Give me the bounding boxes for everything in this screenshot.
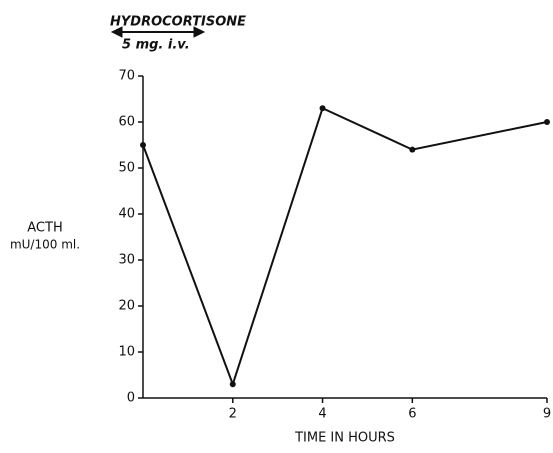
x-tick-label: 6 [408, 407, 416, 422]
y-tick-label: 0 [127, 391, 135, 406]
point [544, 119, 550, 125]
y-tick-label: 10 [118, 345, 135, 360]
point [409, 146, 416, 153]
annotation: HYDROCORTISONE [110, 15, 246, 30]
y-tick-label: 60 [118, 115, 135, 130]
y-tick-label: 30 [118, 253, 135, 268]
x-tick-label: 4 [318, 407, 326, 422]
x-tick-label: 9 [543, 407, 551, 422]
x-tick-label: 2 [229, 407, 237, 422]
point [229, 381, 236, 388]
arrow-head [110, 26, 206, 38]
y-axis-label: mU/100 ml. [10, 238, 80, 252]
point [319, 105, 326, 112]
y-tick-label: 40 [118, 207, 135, 222]
point [140, 142, 146, 148]
x-axis-label: TIME IN HOURS [294, 431, 395, 446]
y-tick-label: 70 [118, 69, 135, 84]
y-axis-label: ACTH [27, 221, 62, 236]
line [142, 106, 548, 388]
annotation: 5 mg. i.v. [122, 38, 190, 53]
y-tick-label: 20 [118, 299, 135, 314]
y-tick-label: 50 [118, 161, 135, 176]
